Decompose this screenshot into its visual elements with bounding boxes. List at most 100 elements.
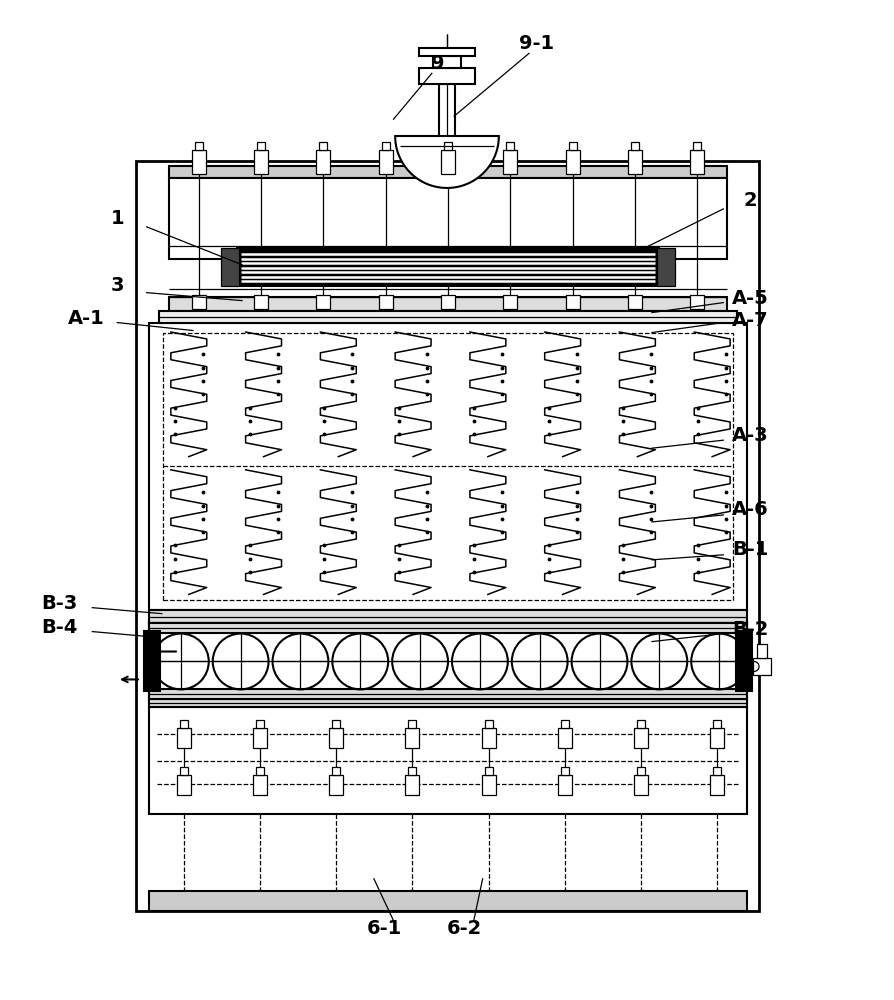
Bar bbox=[149, 623, 747, 631]
Text: 2: 2 bbox=[743, 191, 757, 210]
Bar bbox=[169, 297, 727, 311]
Bar bbox=[690, 295, 704, 309]
Bar bbox=[177, 728, 190, 748]
Text: A-6: A-6 bbox=[731, 500, 768, 519]
Bar bbox=[482, 775, 495, 795]
Bar bbox=[736, 631, 752, 691]
Text: B-1: B-1 bbox=[732, 540, 768, 559]
Bar bbox=[195, 142, 203, 150]
Text: 6-2: 6-2 bbox=[447, 919, 483, 938]
Bar bbox=[136, 161, 759, 911]
Bar bbox=[485, 720, 493, 728]
Bar bbox=[254, 150, 268, 174]
Bar bbox=[566, 150, 579, 174]
Bar bbox=[379, 295, 392, 309]
Bar bbox=[637, 720, 645, 728]
Bar bbox=[149, 623, 747, 699]
Bar bbox=[405, 728, 419, 748]
Bar bbox=[149, 323, 747, 610]
Bar bbox=[333, 767, 341, 775]
Bar bbox=[693, 142, 701, 150]
Text: 1: 1 bbox=[111, 209, 124, 228]
Text: A-3: A-3 bbox=[731, 426, 768, 445]
Text: 9-1: 9-1 bbox=[519, 34, 553, 53]
Bar bbox=[180, 767, 188, 775]
Bar bbox=[144, 631, 160, 691]
Text: B-4: B-4 bbox=[41, 618, 78, 637]
Bar bbox=[329, 775, 343, 795]
Bar bbox=[558, 775, 572, 795]
Bar bbox=[409, 720, 417, 728]
Bar bbox=[713, 720, 721, 728]
Text: A-5: A-5 bbox=[731, 289, 768, 308]
Bar bbox=[631, 142, 639, 150]
Bar bbox=[485, 767, 493, 775]
Text: B-2: B-2 bbox=[732, 620, 768, 639]
Bar bbox=[444, 142, 452, 150]
Bar bbox=[333, 720, 341, 728]
Bar bbox=[503, 295, 518, 309]
Bar bbox=[628, 150, 642, 174]
Bar bbox=[657, 248, 675, 286]
Bar bbox=[159, 311, 737, 323]
Bar bbox=[558, 728, 572, 748]
Bar bbox=[382, 142, 390, 150]
Bar bbox=[254, 295, 268, 309]
Bar bbox=[237, 248, 660, 286]
Bar bbox=[503, 150, 518, 174]
Text: B-3: B-3 bbox=[41, 594, 78, 613]
Bar bbox=[253, 728, 267, 748]
Text: A-7: A-7 bbox=[731, 311, 768, 330]
Bar bbox=[149, 623, 747, 633]
Bar bbox=[149, 891, 747, 911]
Bar bbox=[177, 775, 190, 795]
Bar bbox=[753, 658, 771, 675]
Bar bbox=[257, 142, 265, 150]
Bar bbox=[256, 720, 264, 728]
Bar bbox=[433, 56, 461, 68]
Bar bbox=[441, 150, 455, 174]
Text: 9: 9 bbox=[431, 54, 445, 73]
Bar bbox=[409, 767, 417, 775]
Bar bbox=[256, 767, 264, 775]
Bar bbox=[710, 775, 724, 795]
Bar bbox=[192, 150, 206, 174]
Bar bbox=[192, 295, 206, 309]
Text: 6-1: 6-1 bbox=[367, 919, 402, 938]
Bar bbox=[163, 333, 733, 600]
Bar bbox=[757, 644, 767, 658]
Bar bbox=[419, 48, 475, 56]
Bar bbox=[634, 775, 648, 795]
Text: 3: 3 bbox=[111, 276, 124, 295]
Bar bbox=[319, 142, 327, 150]
Bar bbox=[379, 150, 392, 174]
Bar bbox=[180, 720, 188, 728]
Text: A-1: A-1 bbox=[68, 309, 105, 328]
Bar bbox=[628, 295, 642, 309]
Bar bbox=[441, 295, 455, 309]
Bar bbox=[569, 142, 577, 150]
Bar bbox=[690, 150, 704, 174]
Bar bbox=[637, 767, 645, 775]
Bar bbox=[634, 728, 648, 748]
Bar bbox=[419, 68, 475, 84]
Bar bbox=[149, 689, 747, 699]
Bar bbox=[482, 728, 495, 748]
Bar bbox=[149, 707, 747, 814]
Bar bbox=[710, 728, 724, 748]
Bar bbox=[713, 767, 721, 775]
Bar bbox=[566, 295, 579, 309]
Bar bbox=[561, 720, 569, 728]
Bar bbox=[221, 248, 239, 286]
Bar bbox=[316, 295, 331, 309]
Bar bbox=[169, 178, 727, 259]
Bar bbox=[329, 728, 343, 748]
Bar bbox=[561, 767, 569, 775]
Polygon shape bbox=[395, 136, 499, 188]
Bar bbox=[253, 775, 267, 795]
Bar bbox=[405, 775, 419, 795]
Bar bbox=[506, 142, 514, 150]
Bar bbox=[149, 610, 747, 623]
Bar bbox=[149, 699, 747, 707]
Bar bbox=[169, 166, 727, 178]
